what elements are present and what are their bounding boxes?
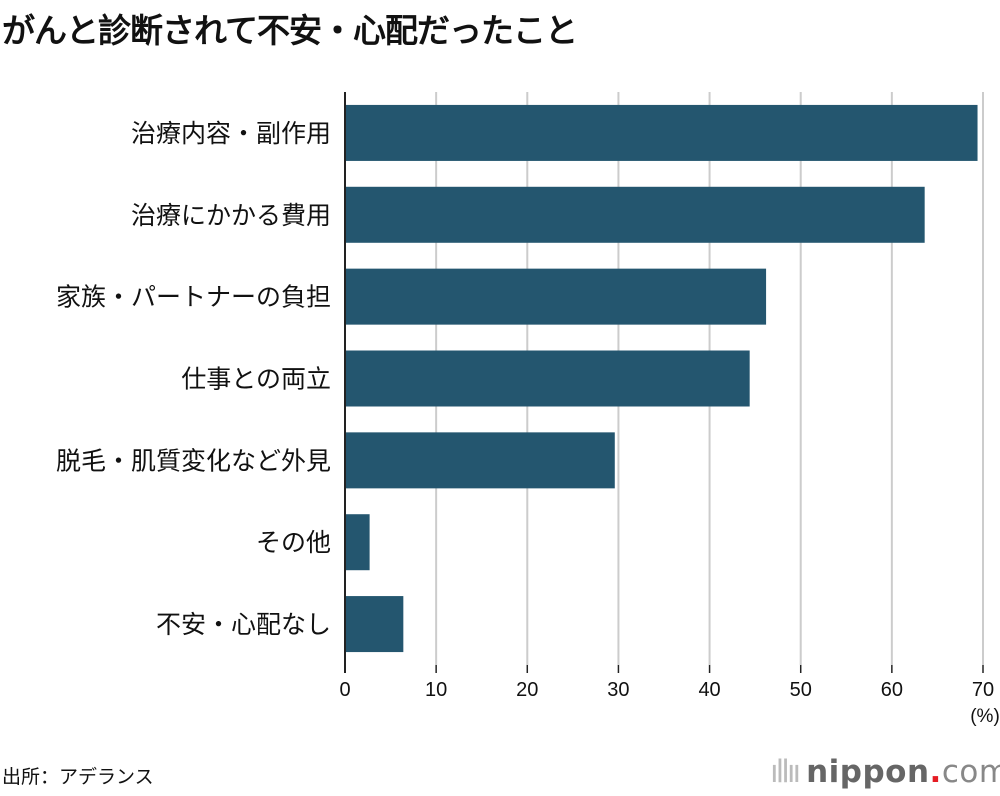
logo-dot: . bbox=[929, 754, 942, 790]
category-label: 家族・パートナーの負担 bbox=[56, 283, 331, 312]
bar-7 bbox=[345, 596, 404, 653]
category-label: 不安・心配なし bbox=[156, 610, 331, 639]
chart-title: がんと診断されて不安・心配だったこと bbox=[2, 11, 578, 50]
x-tick-label: 20 bbox=[516, 679, 538, 701]
bar-6 bbox=[345, 514, 370, 571]
x-tick-label: 70 bbox=[972, 679, 994, 701]
x-tick-label: 10 bbox=[425, 679, 447, 701]
category-label: 治療内容・副作用 bbox=[131, 119, 331, 148]
x-tick-label: 30 bbox=[607, 679, 629, 701]
logo-mark-icon: ıllıı bbox=[770, 754, 801, 790]
nippon-logo: ıllıı nippon.com bbox=[770, 754, 1000, 790]
logo-name: nippon bbox=[806, 754, 930, 790]
x-tick-label: 0 bbox=[339, 679, 350, 701]
bar-1 bbox=[345, 104, 978, 161]
category-label: その他 bbox=[256, 528, 331, 557]
x-tick-label: 40 bbox=[698, 679, 720, 701]
bar-3 bbox=[345, 268, 767, 325]
x-tick-label: 50 bbox=[790, 679, 812, 701]
source-note: 出所：アデランス bbox=[2, 766, 154, 788]
logo-tld: com bbox=[941, 754, 1000, 790]
category-label: 仕事との両立 bbox=[181, 365, 331, 394]
bar-5 bbox=[345, 432, 615, 489]
category-label: 治療にかかる費用 bbox=[131, 201, 331, 230]
bar-2 bbox=[345, 186, 925, 243]
bar-4 bbox=[345, 350, 750, 407]
category-label: 脱毛・肌質変化など外見 bbox=[56, 446, 331, 475]
x-tick-label: 60 bbox=[881, 679, 903, 701]
x-axis-label: (%) bbox=[970, 706, 1000, 727]
